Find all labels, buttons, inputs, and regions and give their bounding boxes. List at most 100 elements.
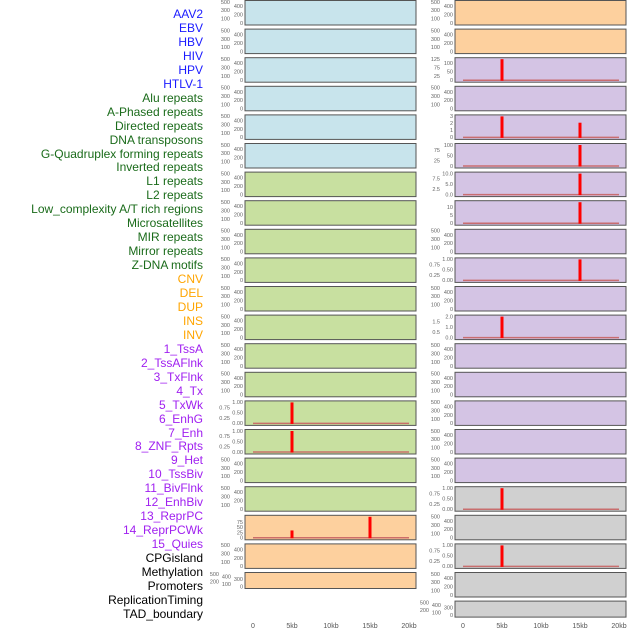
y-tick-label: 10 bbox=[447, 205, 453, 211]
y-tick-label: 75 bbox=[237, 520, 243, 526]
y-tick-label: 300 bbox=[221, 380, 230, 386]
y-tick-label: 100 bbox=[221, 160, 230, 166]
track-panel bbox=[244, 114, 417, 140]
track-panel bbox=[244, 257, 417, 283]
track-label: Microsatellites bbox=[126, 216, 203, 231]
track-panel bbox=[454, 343, 627, 369]
y-tick-label: 400 bbox=[234, 90, 243, 96]
y-tick-label: 500 bbox=[420, 600, 429, 606]
y-tick-label: 0.00 bbox=[232, 421, 243, 427]
track-panel bbox=[244, 0, 417, 26]
y-tick-label: 400 bbox=[444, 4, 453, 10]
y-tick-label: 500 bbox=[221, 0, 230, 6]
y-tick-label: 0 bbox=[450, 21, 453, 27]
y-tick-label: 300 bbox=[431, 237, 440, 243]
y-tick-label: 100 bbox=[431, 17, 440, 23]
y-tick-label: 0 bbox=[450, 393, 453, 399]
y-tick-label: 500 bbox=[431, 0, 440, 6]
y-tick-label: 0 bbox=[240, 49, 243, 55]
y-tick-label: 1.5 bbox=[432, 320, 440, 326]
track-panel bbox=[244, 400, 417, 426]
track-panel bbox=[244, 371, 417, 398]
y-tick-label: 200 bbox=[444, 413, 453, 419]
y-tick-label: 400 bbox=[444, 290, 453, 296]
y-tick-label: 500 bbox=[431, 429, 440, 435]
y-tick-label: 2 bbox=[450, 121, 453, 127]
track-label: HTLV-1 bbox=[163, 76, 203, 91]
y-tick-label: 0 bbox=[240, 335, 243, 341]
track-panel bbox=[244, 572, 417, 589]
y-tick-label: 25 bbox=[434, 74, 440, 80]
track-panel bbox=[244, 228, 417, 255]
y-tick-label: 100 bbox=[432, 610, 441, 616]
y-tick-label: 500 bbox=[221, 229, 230, 235]
y-tick-label: 500 bbox=[221, 257, 230, 263]
y-tick-label: 400 bbox=[234, 347, 243, 353]
y-tick-label: 100 bbox=[221, 560, 230, 566]
y-tick-label: 0.25 bbox=[429, 559, 440, 565]
track-label: Mirror repeats bbox=[128, 244, 203, 259]
track-panel bbox=[454, 257, 627, 283]
track-panel bbox=[244, 514, 417, 541]
x-tick-label: 20kb bbox=[611, 623, 626, 630]
y-tick-label: 100 bbox=[444, 61, 453, 67]
y-tick-label: 100 bbox=[221, 17, 230, 23]
y-tick-label: 1 bbox=[450, 128, 453, 134]
track-label: 10_TssBiv bbox=[148, 467, 203, 482]
y-tick-label: 300 bbox=[221, 552, 230, 558]
y-tick-label: 0 bbox=[450, 164, 453, 170]
y-tick-label: 400 bbox=[234, 261, 243, 267]
track-panel bbox=[244, 543, 417, 569]
y-tick-label: 5.0 bbox=[445, 182, 453, 188]
y-tick-label: 0.00 bbox=[442, 278, 453, 284]
y-tick-label: 500 bbox=[221, 171, 230, 177]
y-tick-label: 10.0 bbox=[442, 171, 453, 177]
track-label: Promoters bbox=[147, 578, 203, 593]
track-panel bbox=[454, 228, 627, 255]
y-tick-label: 500 bbox=[221, 57, 230, 63]
x-tick-label: 0 bbox=[461, 623, 465, 630]
track-panel bbox=[454, 486, 627, 512]
track-panel bbox=[244, 343, 417, 369]
y-tick-label: 50 bbox=[447, 70, 453, 76]
y-tick-label: 0 bbox=[240, 164, 243, 170]
y-tick-label: 0.00 bbox=[442, 564, 453, 570]
data-bar bbox=[500, 545, 504, 567]
y-tick-label: 200 bbox=[234, 12, 243, 18]
track-label: 15_Quies bbox=[151, 537, 203, 552]
track-label: 11_BivFlnk bbox=[144, 481, 203, 496]
y-tick-label: 400 bbox=[234, 4, 243, 10]
y-tick-label: 0.25 bbox=[219, 445, 230, 451]
y-tick-label: 2.5 bbox=[432, 187, 440, 193]
y-tick-label: 0.50 bbox=[442, 497, 453, 503]
y-tick-label: 0 bbox=[240, 364, 243, 370]
y-tick-label: 400 bbox=[234, 290, 243, 296]
y-tick-label: 400 bbox=[444, 376, 453, 382]
y-tick-label: 100 bbox=[221, 503, 230, 509]
y-tick-label: 0.50 bbox=[442, 268, 453, 274]
x-tick-label: 5kb bbox=[286, 623, 297, 630]
track-label: 4_Tx bbox=[176, 383, 203, 398]
y-tick-label: 100 bbox=[431, 446, 440, 452]
y-tick-label: 300 bbox=[431, 380, 440, 386]
track-label: 12_EnhBiv bbox=[144, 495, 203, 510]
y-tick-label: 500 bbox=[221, 86, 230, 92]
track-panel bbox=[244, 28, 417, 55]
y-tick-label: 100 bbox=[431, 303, 440, 309]
track-label: A-Phased repeats bbox=[106, 104, 203, 119]
y-tick-label: 100 bbox=[431, 531, 440, 537]
y-tick-label: 0.0 bbox=[445, 192, 453, 198]
y-tick-label: 100 bbox=[431, 102, 440, 108]
y-tick-label: 500 bbox=[431, 400, 440, 406]
data-bar bbox=[290, 402, 294, 424]
y-tick-label: 100 bbox=[431, 589, 440, 595]
y-tick-label: 200 bbox=[210, 579, 219, 585]
y-tick-label: 200 bbox=[234, 41, 243, 47]
data-bar bbox=[578, 173, 582, 196]
y-tick-label: 100 bbox=[221, 45, 230, 51]
y-tick-label: 500 bbox=[431, 28, 440, 34]
y-tick-label: 0 bbox=[240, 536, 243, 542]
y-tick-label: 100 bbox=[221, 217, 230, 223]
track-panel bbox=[454, 171, 627, 198]
data-bar bbox=[500, 316, 504, 339]
